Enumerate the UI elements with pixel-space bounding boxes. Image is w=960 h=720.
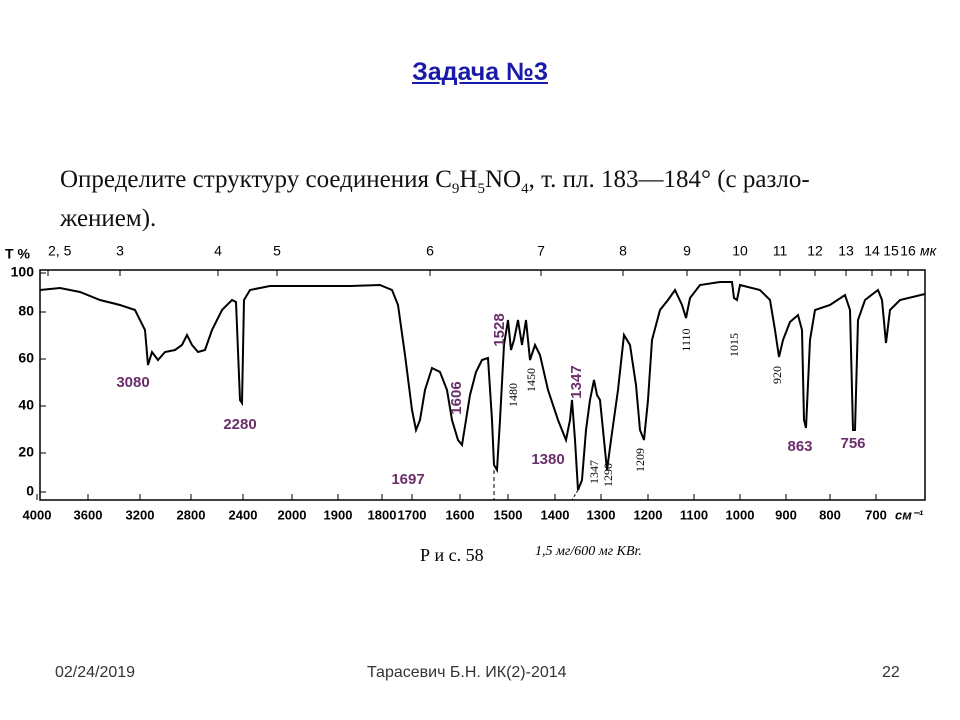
bottom-tick-label: 1100 <box>680 507 708 522</box>
top-tick-label: 6 <box>426 243 434 259</box>
bottom-tick-label: 1800 <box>368 507 397 522</box>
peak-note: 920 <box>770 366 784 384</box>
bottom-tick-label: 900 <box>775 507 797 522</box>
bottom-tick-label: 1500 <box>494 507 523 522</box>
bottom-tick-label: 2800 <box>177 507 206 522</box>
peak-label: 1606 <box>448 381 465 414</box>
spectrum-curve <box>39 281 926 491</box>
frame <box>39 269 926 501</box>
y-tick-label: 100 <box>11 264 35 280</box>
figure-note: 1,5 мг/600 мг КВr. <box>535 544 642 559</box>
top-tick-label: 4 <box>214 243 222 259</box>
top-tick-label: 5 <box>273 243 281 259</box>
footer-author: Тарасевич Б.Н. ИК(2)-2014 <box>367 664 567 681</box>
peak-note: 1015 <box>727 333 741 357</box>
peak-label: 2280 <box>223 416 256 433</box>
bottom-tick-label: 3600 <box>74 507 103 522</box>
peak-label: 863 <box>787 438 812 455</box>
top-tick-label: 16 <box>900 243 916 259</box>
bottom-tick-label: 1600 <box>446 507 475 522</box>
top-tick-label: 14 <box>864 243 880 259</box>
bottom-tick-label: 1900 <box>324 507 353 522</box>
y-tick-label: 0 <box>26 483 34 499</box>
text: Определите структуру соединения C <box>60 166 452 193</box>
y-tick-label: 60 <box>18 350 34 366</box>
peak-label: 1380 <box>531 451 564 468</box>
text: NO <box>484 166 522 193</box>
footer-date: 02/24/2019 <box>55 664 136 681</box>
peak-label: 3080 <box>116 374 149 391</box>
peak-note: 1480 <box>506 383 520 407</box>
top-tick-label: 15 <box>883 243 899 259</box>
top-tick-label: 9 <box>683 243 691 259</box>
y-tick-label: 80 <box>18 303 34 319</box>
text: H <box>459 166 478 193</box>
bottom-tick-label: 1200 <box>634 507 663 522</box>
bottom-tick-label: 2000 <box>278 507 307 522</box>
problem-text: Определите структуру соединения C9H5NO4,… <box>60 165 810 234</box>
text: 4 <box>521 181 529 197</box>
text: , т. пл. 183—184° (с разло- <box>528 166 810 193</box>
bottom-unit: см⁻¹ <box>895 507 924 522</box>
peak-label: 1347 <box>568 365 585 398</box>
peak-note: 1290 <box>601 463 615 487</box>
peak-label: 756 <box>840 435 865 452</box>
figure-label: Р и с. 58 <box>420 545 484 565</box>
bottom-tick-label: 2400 <box>229 507 258 522</box>
bottom-tick-label: 3200 <box>126 507 155 522</box>
top-unit: мк <box>920 243 938 259</box>
y-axis-label: T % <box>5 246 30 262</box>
peak-label: 1528 <box>491 313 508 346</box>
bottom-tick-label: 1400 <box>541 507 570 522</box>
top-tick-label: 2, 5 <box>48 243 72 259</box>
top-tick-label: 10 <box>732 243 748 259</box>
bottom-tick-label: 4000 <box>23 507 52 522</box>
peak-label: 1697 <box>391 471 424 488</box>
text: 5 <box>477 181 485 197</box>
slide-title: Задача №3 <box>412 58 548 86</box>
top-tick-label: 11 <box>773 243 788 259</box>
peak-note: 1347 <box>587 460 601 484</box>
peak-note: 1450 <box>524 368 538 392</box>
bottom-tick-label: 1700 <box>398 507 427 522</box>
bottom-tick-label: 1300 <box>587 507 616 522</box>
peak-note: 1110 <box>679 328 693 351</box>
top-tick-label: 3 <box>116 243 124 259</box>
peak-note: 1209 <box>633 448 647 472</box>
top-tick-label: 12 <box>807 243 823 259</box>
bottom-tick-label: 700 <box>865 507 887 522</box>
top-tick-label: 7 <box>537 243 545 259</box>
top-tick-label: 13 <box>838 243 854 259</box>
bottom-tick-label: 1000 <box>726 507 755 522</box>
dashed-line <box>571 489 579 501</box>
bottom-tick-label: 800 <box>819 507 841 522</box>
top-tick-label: 8 <box>619 243 627 259</box>
text: жением). <box>60 205 157 232</box>
footer-page: 22 <box>882 664 900 681</box>
y-tick-label: 40 <box>18 397 34 413</box>
y-tick-label: 20 <box>18 444 34 460</box>
text: 9 <box>451 181 460 197</box>
